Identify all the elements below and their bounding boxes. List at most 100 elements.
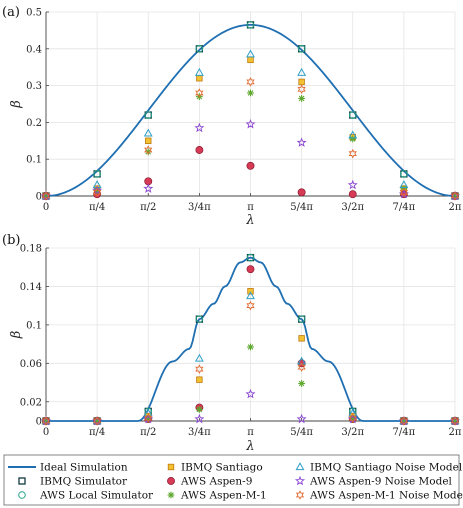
data-point (296, 413, 307, 424)
data-point-stroke (349, 136, 356, 142)
data-point-stroke (145, 149, 152, 155)
legend-label: AWS Aspen-9 Noise Model (309, 476, 453, 488)
y-tick-label: 0.2 (26, 118, 42, 129)
data-point (347, 179, 358, 190)
data-point (246, 291, 255, 300)
x-tick-label: 3/2π (341, 427, 364, 438)
data-point (143, 413, 154, 424)
data-point (245, 118, 256, 129)
data-point (194, 122, 205, 133)
data-point (349, 135, 357, 143)
legend: Ideal Simulation IBMQ Santiago IBMQ Santia… (3, 454, 463, 506)
x-tick-label: π/2 (140, 202, 156, 213)
x-tick-label: 0 (43, 427, 49, 438)
data-point (298, 78, 305, 86)
data-point (92, 416, 102, 426)
data-point (296, 137, 307, 147)
data-point (247, 89, 254, 97)
x-tick-label: π (247, 202, 254, 213)
legend-item: AWS Aspen-9 Noise Model (295, 475, 453, 488)
data-point (297, 84, 306, 95)
x-tick-label: 2π (449, 427, 462, 438)
data-point (298, 380, 306, 387)
y-tick-label: 0 (36, 192, 42, 203)
x-tick-label: π/4 (89, 427, 105, 438)
x-axis-label: λ (245, 213, 254, 228)
data-point-stroke (247, 90, 254, 96)
legend-marker (18, 491, 26, 499)
x-tick-label: π/4 (89, 202, 105, 213)
x-tick-label: π/2 (140, 427, 156, 438)
legend-marker (167, 491, 175, 499)
x-tick-label: 2π (449, 202, 462, 213)
legend-label: AWS Aspen-9 (180, 476, 252, 488)
data-point (145, 137, 152, 144)
data-point (247, 56, 254, 64)
legend-item: IBMQ Santiago (167, 462, 263, 474)
data-point (298, 95, 306, 102)
data-point (348, 413, 357, 423)
data-point (92, 185, 103, 195)
legend-item: AWS Aspen-9 (167, 476, 252, 488)
legend-label: AWS Aspen-M-1 (180, 490, 267, 502)
data-point (399, 187, 409, 198)
legend-marker (167, 477, 175, 485)
y-tick-label: 0.14 (20, 282, 42, 293)
data-point (348, 111, 357, 119)
data-point-stroke (298, 95, 305, 102)
legend-label: Ideal Simulation (40, 462, 128, 474)
data-point-stroke (196, 406, 203, 413)
data-point (196, 376, 203, 383)
data-point (144, 413, 153, 423)
y-axis-label: β (9, 331, 24, 340)
series-aws-aspen-m-1-noise-model (41, 77, 460, 201)
data-point (399, 416, 409, 425)
x-tick-label: π (247, 427, 254, 438)
data-point (247, 343, 254, 351)
data-point (246, 300, 255, 311)
data-point (246, 21, 255, 29)
data-point (195, 45, 204, 53)
data-point (144, 145, 153, 155)
x-axis-label: λ (245, 439, 254, 454)
y-tick-label: 0.1 (26, 320, 42, 331)
data-point (41, 416, 51, 425)
data-point (246, 265, 255, 274)
legend-label: AWS Local Simulator (39, 490, 154, 502)
data-point (347, 413, 358, 424)
legend-label: AWS Aspen-M-1 Noise Model (309, 490, 463, 502)
data-point (194, 353, 204, 362)
legend-marker (295, 475, 305, 486)
data-point (195, 406, 203, 413)
legend-marker (295, 462, 305, 471)
y-tick-label: 0.3 (26, 81, 42, 92)
data-point (245, 388, 256, 399)
y-tick-label: 0 (36, 417, 42, 428)
data-point (399, 416, 409, 426)
series-ibmq-santiago-noise-model (41, 49, 460, 200)
data-point (399, 180, 409, 189)
data-point (143, 128, 153, 137)
chart-panel-a: 0 π/4 π/2 3/4π π 5/4π 3/2π 7/4π 2π 0 0.1 0.2 0.3 0.4 0… (2, 5, 462, 228)
data-point (246, 161, 255, 170)
legend-item: IBMQ Santiago Noise Model (295, 462, 463, 474)
data-point (297, 45, 306, 53)
y-tick-label: 0.18 (20, 244, 42, 255)
data-point (297, 362, 306, 372)
data-point (450, 416, 460, 426)
legend-item: AWS Aspen-M-1 Noise Model (295, 490, 463, 502)
data-point (194, 413, 205, 424)
legend-label: IBMQ Simulator (40, 476, 128, 488)
x-tick-label: 5/4π (290, 427, 313, 438)
legend-marker (18, 477, 26, 485)
data-point (348, 148, 357, 159)
panel-label: (b) (2, 233, 20, 248)
x-tick-label: 0 (43, 202, 49, 213)
legend-box (3, 454, 460, 506)
data-point (195, 88, 204, 98)
grid-lines (45, 247, 456, 422)
y-tick-label: 0.02 (20, 397, 42, 408)
data-point (92, 187, 102, 198)
data-point (194, 67, 204, 76)
legend-item: AWS Aspen-M-1 (167, 490, 267, 502)
